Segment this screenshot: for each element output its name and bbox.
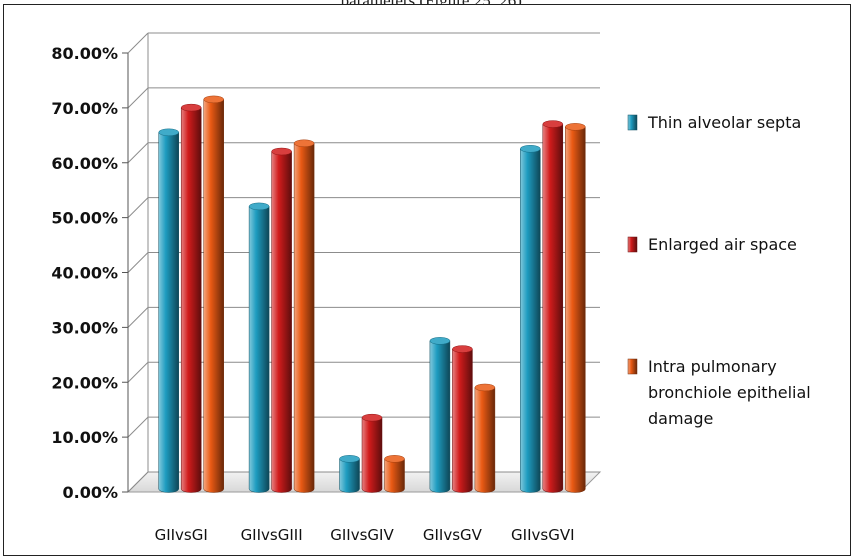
wall-gridline bbox=[127, 252, 149, 273]
wall-gridline bbox=[127, 416, 149, 438]
wall-gridline bbox=[127, 32, 149, 54]
legend-swatch bbox=[627, 236, 638, 253]
bar-GIIvsGI-2 bbox=[180, 107, 202, 493]
legend-swatch bbox=[627, 114, 638, 131]
bar-top-GIIvsGIV-3 bbox=[384, 455, 405, 463]
bar-top-GIIvsGI-1 bbox=[158, 128, 179, 137]
bar-GIIvsGIV-1 bbox=[339, 458, 360, 493]
x-tick-label: GIIvsGV bbox=[423, 526, 483, 544]
bar-top-GIIvsGVI-1 bbox=[520, 145, 541, 153]
wall-gridline bbox=[127, 197, 149, 218]
bar-top-GIIvsGIII-1 bbox=[248, 202, 270, 211]
y-tick-label: 40.00% bbox=[51, 264, 118, 283]
bar-top-GIIvsGVI-2 bbox=[542, 120, 564, 128]
bar-top-GIIvsGI-2 bbox=[180, 103, 202, 112]
bar-top-GIIvsGV-2 bbox=[452, 345, 473, 353]
bar-GIIvsGIII-2 bbox=[271, 151, 292, 493]
bar-GIIvsGV-2 bbox=[452, 348, 473, 493]
bar-GIIvsGIV-2 bbox=[361, 417, 383, 493]
bar-top-GIIvsGV-3 bbox=[474, 383, 496, 392]
wall-gridline bbox=[127, 307, 149, 328]
wall-gridline bbox=[127, 471, 149, 493]
bar-top-GIIvsGIV-2 bbox=[361, 413, 383, 422]
bar-GIIvsGIII-1 bbox=[248, 206, 270, 493]
bar-top-GIIvsGIII-3 bbox=[293, 139, 315, 148]
bar-GIIvsGIII-3 bbox=[293, 143, 315, 493]
chart-frame bbox=[3, 4, 851, 556]
bar-top-GIIvsGIII-2 bbox=[271, 147, 292, 156]
y-tick-label: 20.00% bbox=[51, 373, 118, 392]
y-tick-label: 70.00% bbox=[51, 99, 118, 118]
bar-GIIvsGIV-3 bbox=[384, 458, 405, 493]
bar-top-GIIvsGV-1 bbox=[429, 337, 451, 345]
bar-GIIvsGV-3 bbox=[474, 387, 496, 493]
y-tick-label: 80.00% bbox=[51, 44, 118, 63]
y-tick-label: 0.00% bbox=[62, 483, 118, 502]
bar-GIIvsGV-1 bbox=[429, 340, 451, 493]
bar-GIIvsGVI-1 bbox=[520, 148, 541, 493]
x-tick-label: GIIvsGVI bbox=[511, 526, 574, 544]
bar-top-GIIvsGVI-3 bbox=[565, 123, 586, 131]
wall-gridline bbox=[127, 142, 149, 164]
bar-GIIvsGVI-2 bbox=[542, 123, 564, 493]
x-tick-label: GIIvsGIV bbox=[330, 526, 394, 544]
bar-GIIvsGI-1 bbox=[158, 132, 179, 493]
bar-GIIvsGI-3 bbox=[203, 99, 224, 493]
x-tick-label: GIIvsGIII bbox=[241, 526, 303, 544]
legend-label: Intra pulmonary bronchiole epithelial dama… bbox=[648, 357, 811, 428]
y-tick-label: 50.00% bbox=[51, 209, 118, 228]
legend-swatch bbox=[627, 358, 638, 375]
bar-GIIvsGVI-3 bbox=[565, 126, 586, 493]
y-tick-label: 10.00% bbox=[51, 428, 118, 447]
wall-gridline bbox=[127, 361, 149, 383]
bar-top-GIIvsGI-3 bbox=[203, 95, 224, 104]
legend-label: Enlarged air space bbox=[648, 235, 797, 254]
x-tick-label: GIIvsGI bbox=[155, 526, 208, 544]
y-tick-label: 30.00% bbox=[51, 318, 118, 337]
legend-label: Thin alveolar septa bbox=[647, 113, 801, 132]
wall-gridline bbox=[127, 87, 149, 109]
y-tick-label: 60.00% bbox=[51, 154, 118, 173]
bar-top-GIIvsGIV-1 bbox=[339, 455, 360, 463]
